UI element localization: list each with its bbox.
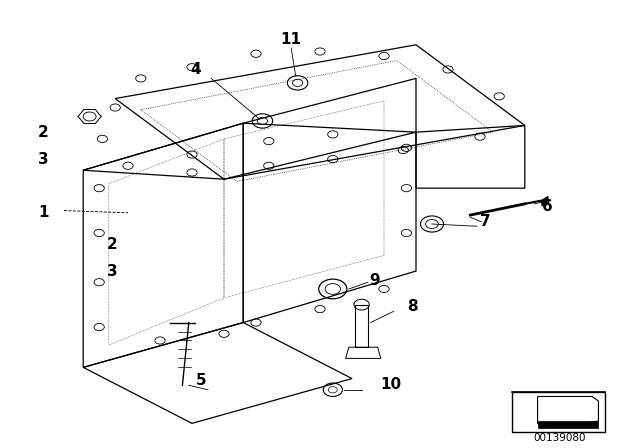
Text: 5: 5 — [196, 373, 207, 388]
Text: 4: 4 — [190, 62, 200, 77]
Text: 1: 1 — [38, 205, 49, 220]
Text: 3: 3 — [38, 151, 49, 167]
Text: 11: 11 — [281, 32, 301, 47]
Text: 3: 3 — [107, 263, 117, 279]
Bar — [512, 392, 605, 432]
Polygon shape — [541, 196, 549, 206]
Text: 6: 6 — [542, 198, 552, 214]
Text: 10: 10 — [380, 377, 401, 392]
Text: 9: 9 — [369, 272, 380, 288]
Text: 00139080: 00139080 — [534, 433, 586, 443]
Polygon shape — [538, 421, 598, 428]
Text: 2: 2 — [107, 237, 117, 252]
Text: 8: 8 — [408, 299, 418, 314]
Text: 7: 7 — [480, 214, 490, 229]
Text: 2: 2 — [38, 125, 49, 140]
